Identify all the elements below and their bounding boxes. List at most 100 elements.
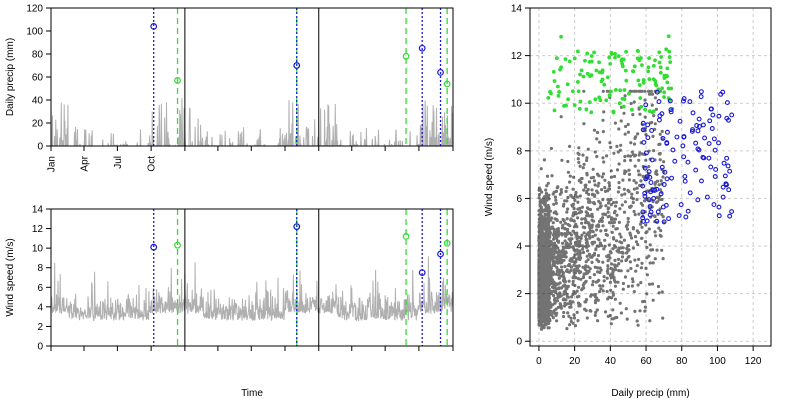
wind-extreme-point [646, 69, 651, 74]
all-days-points [537, 89, 666, 331]
precip-extreme-point [648, 209, 654, 215]
precip-extreme-point [646, 169, 652, 175]
wind-extreme-point [667, 49, 672, 54]
wind-extreme-point [613, 51, 617, 56]
wind-extreme-point [607, 93, 612, 97]
month-tick-label: Oct [147, 156, 158, 172]
y-tick-label: 2 [37, 322, 43, 333]
wind-extreme-point [621, 64, 625, 69]
precip-extreme-point [708, 106, 714, 112]
precip-extreme-point [726, 187, 732, 193]
wind-extreme-point [576, 89, 581, 94]
precip-extreme-point [716, 113, 722, 119]
precip-extreme-point [661, 182, 667, 187]
wind-extreme-point [581, 74, 586, 79]
precip-extreme-point [658, 191, 664, 197]
wind-extreme-point [638, 96, 643, 100]
wind-extreme-point [594, 68, 599, 73]
precip-extreme-point [669, 175, 675, 181]
wind-extreme-point [647, 77, 652, 82]
wind-extreme-point [578, 72, 582, 77]
precip-extreme-point [640, 120, 646, 126]
wind-extreme-point [592, 50, 596, 55]
wind-extreme-point [607, 55, 612, 60]
precip-extreme-point [640, 183, 646, 189]
precip-series-line [50, 98, 454, 148]
y-tick-label: 80 [32, 50, 44, 61]
wind-extreme-point [660, 86, 664, 91]
wind-extreme-point [662, 90, 667, 95]
precip-extreme-point [693, 167, 699, 173]
precip-extreme-point [700, 122, 706, 128]
precip-extreme-point [716, 204, 722, 210]
wind-extreme-point [613, 88, 618, 92]
precip-panel: 0 20 40 60 80 100 120 Jan Apr Jul Oct Daily precip… [5, 4, 454, 172]
wind-extreme-point [589, 59, 594, 64]
precip-extreme-point [659, 111, 665, 117]
y-tick-label: 4 [37, 302, 43, 313]
wind-extreme-point [552, 108, 557, 113]
wind-extreme-point [647, 109, 652, 114]
wind-extreme-point [563, 57, 568, 62]
precip-extreme-point [655, 209, 661, 215]
precip-extreme-point [644, 174, 650, 180]
wind-extreme-point [575, 80, 580, 84]
wind-extreme-point [665, 80, 670, 85]
precip-extreme-point [720, 194, 726, 200]
wind-extreme-point [636, 78, 641, 83]
precip-extreme-point [727, 168, 733, 174]
y-tick-label: 0 [516, 337, 522, 348]
wind-extreme-point [585, 51, 590, 56]
precip-extreme-point [642, 165, 648, 171]
wind-panel: 0 2 4 6 8 10 12 14 Wind speed (m/s) Time [5, 205, 454, 399]
precip-extreme-point [680, 143, 686, 149]
precip-extreme-point [711, 136, 717, 142]
y-tick-label: 12 [32, 224, 44, 235]
precip-extreme-point [727, 213, 733, 219]
precip-extreme-point [724, 100, 730, 106]
wind-extreme-point [584, 107, 589, 112]
precip-extreme-point [718, 91, 724, 97]
precip-extreme-point [694, 123, 700, 128]
wind-extreme-point [556, 84, 560, 89]
wind-extreme-point [623, 68, 628, 73]
precip-extreme-point [682, 178, 688, 184]
wind-extreme-point [643, 107, 648, 112]
precip-extreme-point [676, 213, 682, 219]
precip-extreme-point [654, 186, 660, 192]
wind-extreme-point [657, 50, 662, 55]
precip-extreme-point [654, 89, 660, 95]
precip-extreme-point [662, 169, 668, 175]
precip-extreme-point [702, 135, 708, 141]
precip-extreme-point [724, 115, 730, 121]
wind-extreme-point [647, 56, 652, 61]
y-tick-label: 14 [511, 4, 523, 15]
precip-extreme-marker [437, 68, 444, 76]
wind-extreme-point [631, 69, 636, 74]
precip-extreme-point [711, 202, 717, 208]
wind-extreme-point [551, 69, 556, 74]
wind-extreme-point [608, 61, 613, 66]
x-tick-label: 20 [569, 356, 581, 367]
precip-extreme-point [664, 140, 670, 146]
wind-extreme-marker [174, 241, 181, 249]
x-tick-label: 60 [640, 356, 652, 367]
wind-extreme-point [651, 109, 656, 114]
precip-extreme-point [725, 163, 731, 169]
precip-extreme-point [645, 135, 651, 141]
precip-extreme-point [643, 102, 649, 108]
wind-extreme-point [578, 99, 583, 104]
precip-extreme-point [698, 94, 704, 100]
y-tick-label: 4 [516, 242, 522, 253]
precip-extreme-point [716, 140, 721, 146]
scatter-x-axis-label: Daily precip (mm) [611, 388, 689, 399]
wind-extreme-point [666, 34, 671, 39]
month-tick-label: Jul [113, 156, 124, 169]
wind-extreme-point [618, 88, 623, 93]
precip-extreme-point [721, 160, 727, 166]
wind-extreme-marker [174, 77, 181, 84]
time-x-axis-label: Time [241, 388, 263, 399]
precip-series [50, 98, 454, 148]
precip-extreme-point [643, 150, 649, 156]
wind-extreme-point [585, 71, 590, 76]
